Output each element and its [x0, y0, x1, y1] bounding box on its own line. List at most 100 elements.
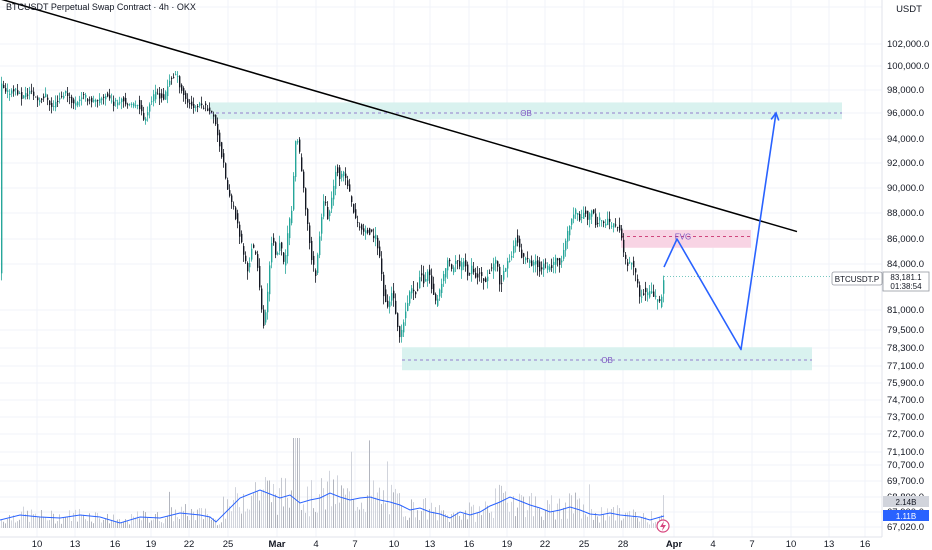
zone-ob: [402, 347, 812, 371]
candle-body: [535, 260, 537, 265]
time-tick-label: 10: [32, 539, 43, 550]
candle-body: [297, 141, 299, 143]
candle-body: [117, 102, 119, 106]
volume-bar: [259, 500, 260, 528]
volume-bar: [533, 516, 534, 528]
volume-bar: [209, 516, 210, 528]
volume-bar: [345, 494, 346, 528]
candle-body: [125, 97, 127, 105]
candle-body: [557, 258, 559, 261]
volume-bar: [323, 488, 324, 528]
candle-body: [255, 251, 257, 254]
volume-bar: [121, 522, 122, 528]
candle-body: [527, 258, 529, 259]
price-axis[interactable]: [882, 0, 932, 537]
price-tick-label: 73,700.0: [887, 412, 924, 423]
time-tick-label: 4: [313, 539, 318, 550]
candle-body: [349, 184, 351, 192]
volume-bar: [427, 519, 428, 528]
symbol-tag[interactable]: BTCUSDT.P: [831, 271, 883, 286]
candle-body: [35, 96, 37, 98]
price-tick-label: 81,000.0: [887, 305, 924, 316]
time-tick-label: 10: [389, 539, 400, 550]
candle-body: [259, 266, 261, 288]
candle-body: [389, 301, 391, 308]
time-axis[interactable]: [0, 537, 932, 550]
volume-bar: [383, 490, 384, 528]
volume-bar: [363, 508, 364, 528]
candle-body: [287, 233, 289, 257]
volume-bar: [251, 495, 252, 528]
candle-body: [17, 90, 19, 95]
volume-bar: [525, 517, 526, 528]
volume-bar: [85, 519, 86, 528]
volume-bar: [299, 438, 300, 528]
volume-bar: [611, 509, 612, 528]
candle-body: [109, 95, 111, 99]
volume-bar: [57, 521, 58, 528]
candle-body: [437, 298, 439, 306]
volume-bar: [293, 438, 294, 528]
candle-body: [619, 224, 621, 231]
candle-body: [83, 94, 85, 96]
candle-body: [305, 188, 307, 210]
price-tick-label: 90,000.0: [887, 183, 924, 194]
candle-body: [131, 104, 133, 105]
volume-bar: [11, 520, 12, 528]
volume-bar: [5, 523, 6, 528]
candle-body: [435, 294, 437, 301]
volume-bar: [379, 487, 380, 528]
volume-bar: [607, 508, 608, 528]
volume-bar: [431, 502, 432, 528]
candle-body: [153, 94, 155, 102]
volume-bar: [51, 510, 52, 528]
volume-bar: [137, 511, 138, 528]
volume-bar: [459, 515, 460, 528]
candle-body: [531, 260, 533, 266]
candle-body: [573, 214, 575, 219]
candle-body: [605, 223, 607, 226]
volume-bar: [357, 506, 358, 528]
candle-body: [121, 98, 123, 103]
candle-body: [85, 94, 87, 98]
candle-body: [503, 270, 505, 280]
volume-bar: [425, 498, 426, 528]
candle-body: [659, 299, 661, 302]
candle-body: [127, 104, 129, 106]
volume-bar: [601, 507, 602, 528]
price-tick-label: 84,000.0: [887, 259, 924, 270]
candle-body: [253, 244, 255, 248]
candle-body: [359, 226, 361, 228]
volume-bar: [201, 508, 202, 528]
volume-bar: [303, 504, 304, 528]
candle-body: [7, 90, 9, 92]
volume-bar: [411, 499, 412, 528]
candle-body: [663, 280, 665, 294]
candle-body: [537, 260, 539, 268]
volume-bar: [213, 518, 214, 528]
volume-bar: [277, 514, 278, 528]
candle-body: [499, 266, 501, 285]
volume-bar: [235, 487, 236, 528]
candle-body: [501, 283, 503, 285]
price-tick-label: 86,000.0: [887, 234, 924, 245]
candle-body: [195, 106, 197, 108]
volume-bar: [605, 520, 606, 528]
volume-bar: [255, 482, 256, 528]
candle-body: [39, 100, 41, 103]
candles-layer: [1, 70, 665, 343]
flash-icon[interactable]: [656, 519, 670, 533]
candle-body: [123, 97, 125, 102]
candle-body: [571, 218, 573, 225]
volume-bar: [505, 491, 506, 528]
zone-label: OB: [601, 356, 613, 365]
volume-bar: [179, 519, 180, 528]
volume-bar: [181, 506, 182, 528]
candle-body: [217, 123, 219, 136]
candle-body: [95, 99, 97, 102]
time-tick-label: 4: [710, 539, 715, 550]
candle-body: [621, 228, 623, 239]
candle-body: [631, 262, 633, 265]
volume-bar: [565, 502, 566, 528]
